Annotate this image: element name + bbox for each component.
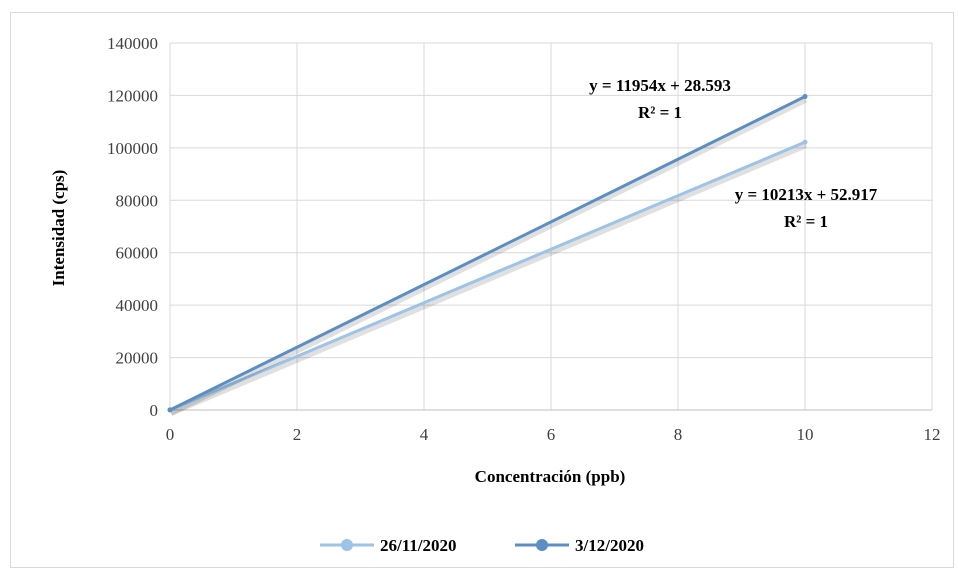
legend-item-series-2[interactable]: 3/12/2020: [515, 536, 644, 555]
x-tick-label: 10: [797, 425, 814, 444]
legend-label-series-1: 26/11/2020: [380, 536, 457, 555]
x-tick-label: 2: [293, 425, 302, 444]
x-tick-label: 4: [420, 425, 429, 444]
y-tick-label: 40000: [116, 296, 159, 315]
r2-label-series-2: R² = 1: [638, 103, 682, 122]
data-point-series-2: [167, 407, 173, 413]
y-tick-label: 60000: [116, 244, 159, 263]
series-shadow-2: [169, 96, 808, 416]
r2-label-series-1: R² = 1: [784, 212, 828, 231]
legend-label-series-2: 3/12/2020: [575, 536, 644, 555]
x-tick-label: 0: [166, 425, 175, 444]
data-point-series-2: [802, 94, 808, 100]
legend-marker-series-2: [536, 539, 548, 551]
y-tick-label: 0: [150, 401, 159, 420]
x-tick-label: 12: [924, 425, 941, 444]
axis-layer: 0 20000 40000 60000 80000 100000 120000 140000 0…: [107, 34, 941, 444]
y-axis-title: Intensidad (cps): [49, 170, 68, 287]
series-layer: [167, 94, 808, 416]
series-line-1: [169, 140, 806, 412]
legend: 26/11/2020 3/12/2020: [320, 536, 644, 555]
legend-marker-series-1: [341, 539, 353, 551]
x-tick-label: 6: [547, 425, 556, 444]
legend-item-series-1[interactable]: 26/11/2020: [320, 536, 457, 555]
y-tick-label: 20000: [116, 349, 159, 368]
y-tick-label: 100000: [107, 139, 158, 158]
x-tick-label: 8: [674, 425, 683, 444]
y-tick-label: 80000: [116, 191, 159, 210]
y-tick-label: 120000: [107, 86, 158, 105]
data-point-series-1: [802, 139, 808, 145]
y-tick-label: 140000: [107, 34, 158, 53]
equation-label-series-2: y = 11954x + 28.593: [589, 76, 731, 95]
series-line-2: [169, 95, 806, 412]
x-axis-title: Concentración (ppb): [475, 467, 626, 486]
series-shadow-1: [169, 142, 808, 416]
chart-frame: [10, 12, 954, 568]
equation-label-series-1: y = 10213x + 52.917: [735, 185, 878, 204]
